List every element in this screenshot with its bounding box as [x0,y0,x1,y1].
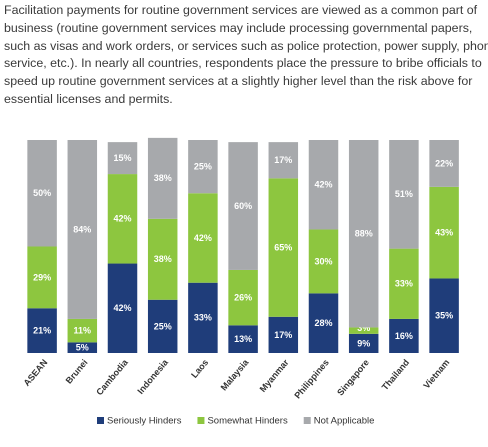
value-label: 30% [314,256,332,266]
value-label: 15% [113,153,131,163]
bar-segment [348,333,379,353]
bar-segment [308,140,339,230]
x-tick-label: Philippines [292,357,331,400]
bar-segment [348,327,379,334]
value-label: 33% [395,279,413,289]
bar-segment [429,186,459,279]
intro-line: speed up routine government services at … [4,74,473,89]
bar-segment [188,193,218,283]
value-label: 9% [357,338,370,348]
value-label: 88% [355,229,373,239]
bar-segment [268,178,299,317]
legend-label: Seriously Hinders [107,416,182,427]
value-label: 60% [234,201,252,211]
x-tick-label: Brunei [64,357,90,385]
intro-line: such as visas and work orders, or servic… [4,38,488,53]
bar-segment [67,318,98,343]
bar-segment [67,140,98,319]
value-label: 38% [154,254,172,264]
bar-segment [27,308,57,353]
value-label: 5% [76,343,89,353]
intro-line: essential licenses and permits. [4,91,173,106]
bar-segment [389,318,419,353]
legend-swatch [303,417,311,424]
bar-segment [27,246,57,309]
value-label: 50% [33,188,51,198]
value-label: 25% [154,321,172,331]
value-label: 65% [274,242,292,252]
bar-segment [228,269,258,326]
bar-segment [147,137,178,219]
bar-segment [107,142,138,175]
value-label: 42% [314,180,332,190]
value-label: 43% [435,228,453,238]
bar-segment [107,263,138,353]
bar-segment [228,325,258,353]
value-label: 11% [74,326,92,336]
intro-line: business (routine government services ma… [4,20,473,35]
x-tick-label: Myanmar [258,357,291,394]
value-label: 29% [33,272,51,282]
bar-segment [389,140,419,249]
value-label: 51% [395,189,413,199]
legend-label: Not Applicable [314,416,375,427]
value-label: 42% [113,214,131,224]
bar-segment [429,278,459,353]
value-label: 17% [274,155,292,165]
x-tick-label: Singapore [335,357,371,397]
bar-segment [147,299,178,353]
value-label: 22% [435,158,453,168]
bar-segment [27,140,57,247]
x-tick-label: Thailand [380,357,411,392]
value-label: 42% [194,233,212,243]
legend-swatch [97,417,104,424]
value-label: 35% [435,311,453,321]
value-label: 33% [194,313,212,323]
value-label: 21% [33,326,51,336]
bar-segment [268,316,299,353]
value-label: 17% [274,330,292,340]
x-tick-label: Laos [189,357,210,380]
bar-segment [268,142,299,179]
value-label: 16% [395,331,413,341]
value-label: 84% [73,224,91,234]
legend-swatch [197,417,205,424]
bar-segment [348,140,379,328]
intro-text: Facilitation payments for routine govern… [4,2,488,109]
x-tick-label: ASEAN [22,357,50,388]
x-tick-label: Malaysia [219,357,251,393]
value-label: 25% [194,162,212,172]
bar-segment [308,293,339,353]
intro-line: service, etc.). In nearly all countries,… [4,56,482,71]
x-tick-label: Cambodia [94,357,130,398]
bar-segment [228,142,258,270]
bar-segment [67,342,98,353]
bar-segment [147,218,178,300]
bar-segment [107,174,138,264]
bar-segment [389,248,419,319]
value-label: 13% [234,334,252,344]
intro-line: Facilitation payments for routine govern… [4,3,478,17]
x-tick-label: Vietnam [421,357,451,390]
bar-segment [308,229,339,294]
legend-label: Somewhat Hinders [207,416,288,427]
value-label: 42% [113,303,131,313]
value-label: 26% [234,292,252,302]
value-label: 38% [154,173,172,183]
bar-segment [188,282,218,353]
value-label: 28% [314,318,332,328]
value-label: 3% [357,323,370,333]
bar-segment [429,140,459,187]
x-tick-label: Indonesia [135,357,170,396]
bar-segment [188,140,218,194]
